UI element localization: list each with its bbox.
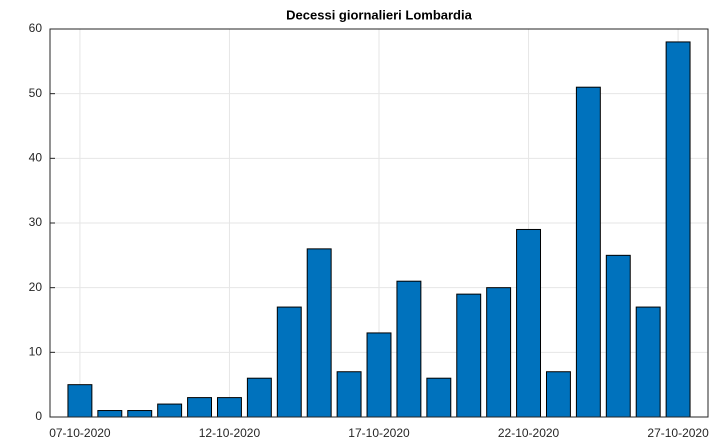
bar	[336, 371, 362, 418]
x-tick-label: 22-10-2020	[498, 426, 560, 440]
bar	[516, 228, 542, 418]
bar	[246, 377, 272, 418]
x-tick-label: 27-10-2020	[647, 426, 709, 440]
bar	[276, 306, 302, 418]
y-tick-label: 20	[29, 280, 43, 294]
y-tick-label: 60	[29, 21, 43, 35]
bar	[486, 287, 512, 418]
bar	[426, 377, 452, 418]
bar	[605, 254, 631, 418]
bar	[456, 293, 482, 418]
x-tick-label: 17-10-2020	[348, 426, 410, 440]
y-tick-label: 50	[29, 86, 43, 100]
y-tick-label: 30	[29, 215, 43, 229]
x-tick-label: 12-10-2020	[199, 426, 261, 440]
bar	[545, 371, 571, 418]
y-tick-label: 40	[29, 151, 43, 165]
x-tick-label: 07-10-2020	[49, 426, 111, 440]
bar	[157, 403, 183, 418]
bar	[187, 397, 213, 418]
y-tick-label: 10	[29, 345, 43, 359]
bar	[665, 41, 691, 418]
axes-box	[49, 28, 709, 418]
y-tick-label: 0	[35, 409, 42, 423]
bar	[127, 410, 153, 418]
bar	[67, 384, 93, 418]
bar	[306, 248, 332, 418]
bar	[366, 332, 392, 418]
bar	[97, 410, 123, 418]
bar	[575, 86, 601, 418]
bar	[635, 306, 661, 418]
bar	[216, 397, 242, 418]
bar	[396, 280, 422, 418]
chart-title: Decessi giornalieri Lombardia	[286, 7, 472, 22]
